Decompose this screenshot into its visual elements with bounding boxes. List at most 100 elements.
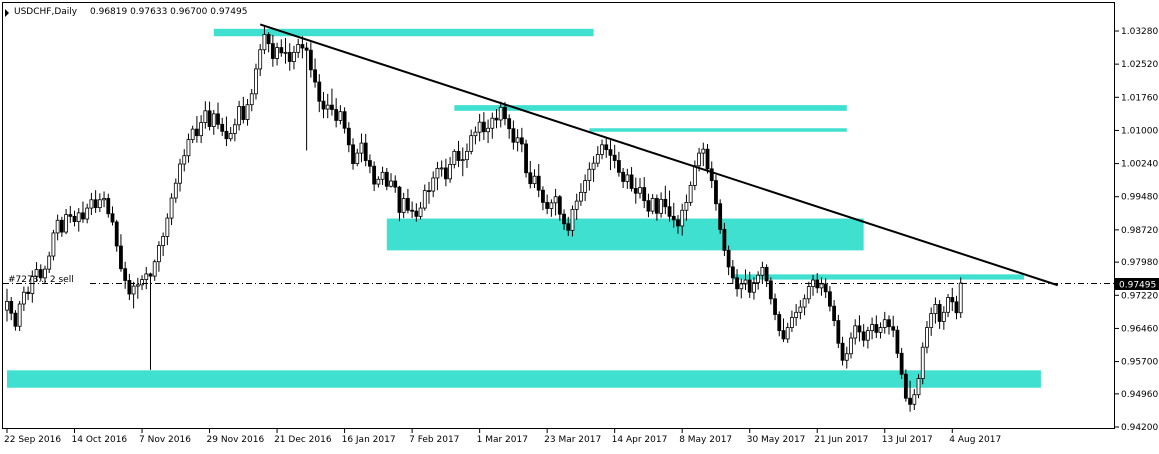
- trendline[interactable]: [259, 23, 1059, 287]
- candle-body: [245, 104, 250, 120]
- candle-body: [165, 217, 170, 237]
- candle-body: [384, 171, 389, 187]
- candle-body: [536, 175, 541, 191]
- x-tick-label: 21 Jun 2017: [814, 435, 868, 445]
- candle-body: [663, 198, 668, 208]
- candle-body: [389, 180, 393, 187]
- candle-body: [114, 221, 119, 247]
- candle-body: [38, 269, 43, 279]
- candle-body: [714, 180, 718, 205]
- candle-body: [283, 51, 288, 54]
- candle-body: [747, 279, 752, 293]
- candle-body: [368, 160, 372, 167]
- candle-body: [237, 106, 242, 126]
- candle-body: [823, 283, 828, 293]
- candle-body: [591, 162, 596, 170]
- support-resistance-zone[interactable]: [589, 128, 847, 132]
- candle-body: [557, 196, 562, 215]
- y-tick-label: 1.01760: [1121, 93, 1158, 103]
- candle-body: [633, 188, 638, 194]
- candle-body: [473, 131, 478, 137]
- candle-body: [452, 150, 457, 165]
- candle-body: [334, 109, 339, 121]
- candle-body: [882, 319, 887, 328]
- candle-body: [844, 353, 849, 361]
- candle-body: [617, 160, 621, 173]
- candle-body: [730, 266, 735, 279]
- lines-layer: [3, 23, 1114, 287]
- candle-body: [903, 373, 908, 399]
- symbol-label: USDCHF,Daily: [14, 7, 78, 17]
- candle-body: [579, 191, 583, 202]
- candle-body: [190, 128, 195, 140]
- candle-body: [119, 245, 123, 270]
- candle-body: [709, 168, 714, 181]
- candle-body: [946, 297, 950, 313]
- trade-label[interactable]: #7273... 2 sell: [8, 275, 74, 285]
- candle-body: [456, 150, 461, 161]
- support-resistance-zone[interactable]: [386, 218, 864, 251]
- candle-body: [638, 187, 642, 194]
- candle-body: [916, 378, 921, 396]
- candle-body: [566, 223, 571, 231]
- candle-body: [604, 144, 609, 151]
- candle-body: [300, 44, 305, 49]
- candle-body: [275, 47, 279, 59]
- candle-body: [659, 198, 663, 214]
- x-tick-label: 22 Sep 2016: [4, 435, 61, 445]
- candle-body: [93, 199, 98, 209]
- candle-body: [870, 324, 874, 332]
- candle-body: [958, 282, 963, 314]
- candle-body: [228, 133, 233, 140]
- candle-body: [460, 159, 465, 162]
- candle-body: [650, 198, 655, 212]
- y-tick-label: 1.00240: [1121, 160, 1158, 170]
- candle-body: [608, 149, 613, 156]
- candle-body: [891, 326, 896, 331]
- candle-body: [781, 330, 786, 340]
- candle-body: [553, 196, 558, 204]
- support-resistance-zone[interactable]: [454, 105, 847, 111]
- candle-body: [861, 331, 866, 341]
- candle-body: [292, 51, 296, 62]
- candle-body: [832, 305, 837, 321]
- candle-body: [933, 304, 938, 315]
- candle-body: [266, 34, 271, 45]
- y-tick-label: 1.02520: [1121, 60, 1158, 70]
- x-axis: 22 Sep 2016 14 Oct 2016 7 Nov 2016 29 Nov 2…: [4, 429, 1001, 445]
- candle-body: [47, 255, 52, 270]
- candle-body: [448, 164, 453, 180]
- candle-body: [76, 212, 81, 222]
- candle-body: [258, 49, 263, 70]
- candle-body: [625, 174, 630, 182]
- candle-body: [321, 100, 326, 110]
- y-tick-label: 0.97220: [1121, 291, 1158, 301]
- candle-body: [123, 268, 128, 281]
- candle-body: [756, 274, 761, 284]
- candle-body: [515, 137, 520, 143]
- candle-body: [313, 69, 317, 83]
- candle-body: [279, 47, 284, 54]
- candle-body: [912, 394, 917, 405]
- candle-body: [465, 150, 469, 161]
- candle-body: [21, 291, 26, 305]
- candle-body: [676, 219, 680, 227]
- support-resistance-zone[interactable]: [732, 274, 1025, 280]
- support-resistance-zone[interactable]: [7, 370, 1041, 388]
- candle-body: [414, 210, 419, 217]
- candle-body: [346, 127, 351, 146]
- candle-body: [705, 148, 710, 170]
- candle-body: [131, 285, 136, 295]
- candle-body: [494, 117, 499, 121]
- candle-body: [798, 306, 803, 313]
- candle-body: [692, 165, 697, 186]
- candle-body: [157, 245, 161, 263]
- candle-body: [760, 266, 765, 276]
- candle-body: [684, 201, 689, 211]
- candle-body: [351, 144, 355, 164]
- candle-body: [768, 280, 773, 300]
- candle-body: [595, 154, 600, 164]
- candle-body: [355, 152, 360, 164]
- support-resistance-zone[interactable]: [213, 28, 594, 37]
